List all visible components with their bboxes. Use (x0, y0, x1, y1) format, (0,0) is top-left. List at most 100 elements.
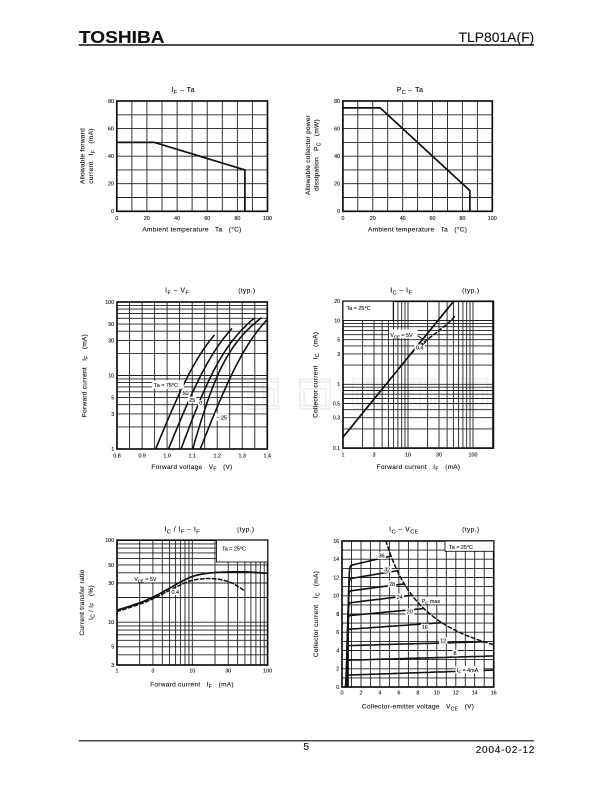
svg-text:30: 30 (436, 453, 442, 459)
svg-text:Collector current IC​ (mA): Collector current IC​ (mA) (313, 332, 322, 418)
svg-text:Current transfer ratio: Current transfer ratio (79, 569, 86, 635)
svg-text:0: 0 (199, 401, 202, 407)
svg-text:VCE​ = 5V: VCE​ = 5V (390, 333, 413, 340)
svg-text:8: 8 (454, 651, 457, 657)
svg-text:2004-02-12: 2004-02-12 (476, 745, 536, 756)
svg-text:10: 10 (189, 669, 195, 675)
svg-text:0.9: 0.9 (138, 454, 146, 460)
svg-text:100: 100 (105, 300, 114, 306)
svg-text:4: 4 (336, 648, 339, 654)
svg-text:60: 60 (334, 127, 340, 133)
svg-text:40: 40 (400, 216, 406, 222)
svg-text:1.2: 1.2 (213, 454, 221, 460)
svg-text:0.8: 0.8 (113, 454, 121, 460)
svg-text:100: 100 (105, 538, 114, 544)
svg-text:Ambient temperature Ta (°C: Ambient temperature Ta (°C) (368, 226, 467, 234)
svg-text:20: 20 (407, 610, 413, 616)
svg-text:Forward current IF​ (mA): Forward current IF​ (mA) (150, 682, 234, 691)
svg-text:Collector-emitter voltage VC: Collector-emitter voltage VCE​ (V) (362, 704, 474, 713)
svg-text:IC​ / IF​ – IF​: IC​ / IF​ – IF​ (165, 527, 201, 536)
svg-text:Allowable collector power: Allowable collector power (305, 114, 312, 195)
svg-text:80: 80 (334, 99, 340, 105)
svg-text:1.4: 1.4 (264, 454, 272, 460)
svg-text:5: 5 (111, 396, 114, 402)
svg-text:60: 60 (430, 216, 436, 222)
svg-text:0: 0 (115, 216, 118, 222)
svg-text:Ta = 75°C: Ta = 75°C (154, 383, 178, 389)
svg-text:(typ.): (typ.) (462, 527, 479, 534)
svg-text:VCE​ = 5V: VCE​ = 5V (134, 577, 157, 584)
svg-text:Forward current IF​ (mA): Forward current IF​ (mA) (377, 464, 461, 473)
svg-text:40: 40 (174, 216, 180, 222)
svg-text:60: 60 (204, 216, 210, 222)
svg-text:3: 3 (111, 663, 114, 669)
svg-text:Allowable forward: Allowable forward (80, 128, 87, 184)
svg-text:40: 40 (334, 154, 340, 160)
svg-text:0: 0 (341, 691, 344, 697)
svg-text:IF​ – VF​: IF​ – VF​ (165, 288, 189, 297)
svg-text:10: 10 (434, 691, 440, 697)
svg-text:0: 0 (337, 209, 340, 215)
svg-text:8: 8 (336, 612, 339, 618)
svg-text:1: 1 (111, 447, 114, 453)
svg-text:Ta = 25°C: Ta = 25°C (347, 306, 371, 312)
svg-text:3: 3 (337, 352, 340, 358)
svg-text:0.4: 0.4 (172, 590, 180, 596)
svg-text:20: 20 (334, 182, 340, 188)
svg-text:IF​ = 4mA: IF​ = 4mA (457, 668, 479, 675)
svg-text:1: 1 (116, 669, 119, 675)
svg-text:80: 80 (108, 99, 114, 105)
svg-text:100: 100 (488, 216, 497, 222)
svg-text:IC​ / IF​ (%): IC​ / IF​ (%) (88, 585, 97, 620)
svg-text:50: 50 (108, 322, 114, 328)
svg-text:20: 20 (334, 299, 340, 305)
svg-text:3: 3 (151, 669, 154, 675)
svg-text:12: 12 (440, 638, 446, 644)
svg-text:3: 3 (111, 412, 114, 418)
svg-text:− 25: − 25 (216, 415, 227, 421)
svg-text:20: 20 (144, 216, 150, 222)
svg-text:0.5: 0.5 (333, 401, 341, 407)
svg-text:Forward voltage VF​ (V): Forward voltage VF​ (V) (151, 464, 232, 473)
svg-text:16: 16 (491, 691, 497, 697)
svg-text:14: 14 (333, 557, 339, 563)
svg-text:Ambient temperature Ta (°C: Ambient temperature Ta (°C) (142, 226, 241, 234)
svg-text:TOSHIBA: TOSHIBA (79, 27, 165, 47)
svg-text:4: 4 (378, 691, 381, 697)
svg-text:IC​ – IF​: IC​ – IF​ (390, 288, 412, 297)
svg-text:5: 5 (337, 338, 340, 344)
svg-text:PC​ max: PC​ max (422, 599, 441, 606)
svg-text:80: 80 (459, 216, 465, 222)
svg-text:1.3: 1.3 (238, 454, 246, 460)
svg-text:30: 30 (108, 581, 114, 587)
svg-text:TLP801A(F): TLP801A(F) (459, 29, 535, 45)
svg-text:0.3: 0.3 (333, 416, 341, 422)
svg-text:10: 10 (405, 453, 411, 459)
svg-text:current IF​ (mA): current IF​ (mA) (88, 128, 97, 183)
svg-text:6: 6 (336, 630, 339, 636)
svg-text:24: 24 (397, 595, 403, 601)
svg-text:20: 20 (108, 182, 114, 188)
svg-text:(typ.): (typ.) (238, 288, 255, 295)
svg-text:IF​ – Ta: IF​ – Ta (171, 87, 195, 96)
svg-text:dissipation PC​ (mW): dissipation PC​ (mW) (314, 119, 323, 191)
svg-text:0.1: 0.1 (333, 446, 341, 452)
svg-text:0: 0 (341, 216, 344, 222)
svg-text:1: 1 (342, 453, 345, 459)
svg-text:25: 25 (189, 398, 195, 404)
svg-text:32: 32 (384, 567, 390, 573)
svg-text:IC​ – VCE​: IC​ – VCE​ (389, 527, 419, 536)
svg-text:Forward current IF​ (mA): Forward current IF​ (mA) (82, 334, 91, 417)
svg-text:1.0: 1.0 (163, 454, 171, 460)
svg-text:40: 40 (108, 154, 114, 160)
svg-text:(typ.): (typ.) (462, 288, 479, 295)
svg-text:12: 12 (333, 575, 339, 581)
svg-text:12: 12 (453, 691, 459, 697)
svg-text:Ta = 25°C: Ta = 25°C (449, 545, 473, 551)
svg-text:60: 60 (108, 127, 114, 133)
svg-text:100: 100 (263, 216, 272, 222)
svg-text:10: 10 (333, 594, 339, 600)
svg-text:0: 0 (111, 209, 114, 215)
svg-text:5: 5 (111, 645, 114, 651)
svg-text:2: 2 (336, 667, 339, 673)
